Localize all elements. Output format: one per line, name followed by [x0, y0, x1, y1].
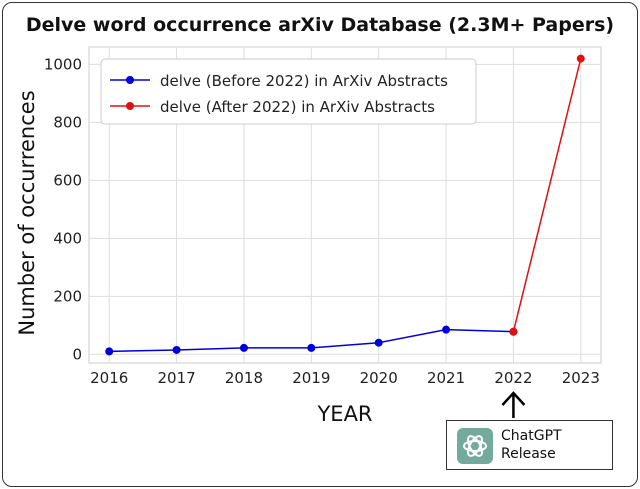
y-tick-labels: 0 200 400 600 800 1000 — [44, 55, 82, 363]
data-point-0-2018 — [239, 343, 248, 352]
series-layer — [105, 54, 585, 356]
arrow-head — [501, 391, 526, 406]
chart-title: Delve word occurrence arXiv Database (2.… — [25, 14, 615, 36]
series-line-1 — [512, 58, 582, 332]
legend: delve (Before 2022) in ArXiv Abstracts d… — [100, 58, 477, 125]
data-point-1-2023 — [576, 54, 585, 63]
data-point-0-2016 — [105, 347, 114, 356]
legend-marker-after-2022 — [126, 102, 134, 110]
data-point-0-2019 — [307, 343, 316, 352]
annotation-line-2: Release — [501, 446, 556, 462]
x-tick-label: 2022 — [494, 369, 532, 387]
data-point-0-2017 — [172, 345, 181, 354]
x-tick-label: 2017 — [157, 369, 195, 387]
chatgpt-release-annotation: ChatGPT Release — [446, 420, 613, 470]
data-point-0-2020 — [374, 338, 383, 347]
chatgpt-logo-icon — [457, 428, 493, 464]
x-tick-label: 2016 — [90, 369, 128, 387]
y-tick-label: 200 — [53, 287, 82, 305]
y-tick-label: 1000 — [44, 55, 82, 73]
data-point-1-2022 — [509, 327, 518, 336]
x-tick-labels: 2016 2017 2018 2019 2020 2021 2022 2023 — [90, 369, 600, 387]
data-point-0-2021 — [442, 325, 451, 334]
y-tick-label: 0 — [72, 345, 82, 363]
legend-marker-before-2022 — [126, 76, 134, 84]
y-tick-label: 400 — [53, 229, 82, 247]
x-tick-label: 2023 — [562, 369, 600, 387]
legend-label-before-2022: delve (Before 2022) in ArXiv Abstracts — [160, 72, 448, 90]
annotation-text: ChatGPT Release — [501, 427, 562, 463]
legend-label-after-2022: delve (After 2022) in ArXiv Abstracts — [160, 98, 435, 116]
x-axis-label: YEAR — [316, 402, 372, 426]
release-arrow — [501, 391, 526, 418]
x-tick-label: 2018 — [225, 369, 263, 387]
legend-box — [100, 58, 477, 125]
x-tick-label: 2020 — [360, 369, 398, 387]
y-tick-label: 600 — [53, 171, 82, 189]
y-axis-label: Number of occurrences — [15, 90, 39, 335]
y-tick-label: 800 — [53, 113, 82, 131]
annotation-line-1: ChatGPT — [501, 428, 562, 444]
x-tick-label: 2021 — [427, 369, 465, 387]
x-tick-label: 2019 — [292, 369, 330, 387]
